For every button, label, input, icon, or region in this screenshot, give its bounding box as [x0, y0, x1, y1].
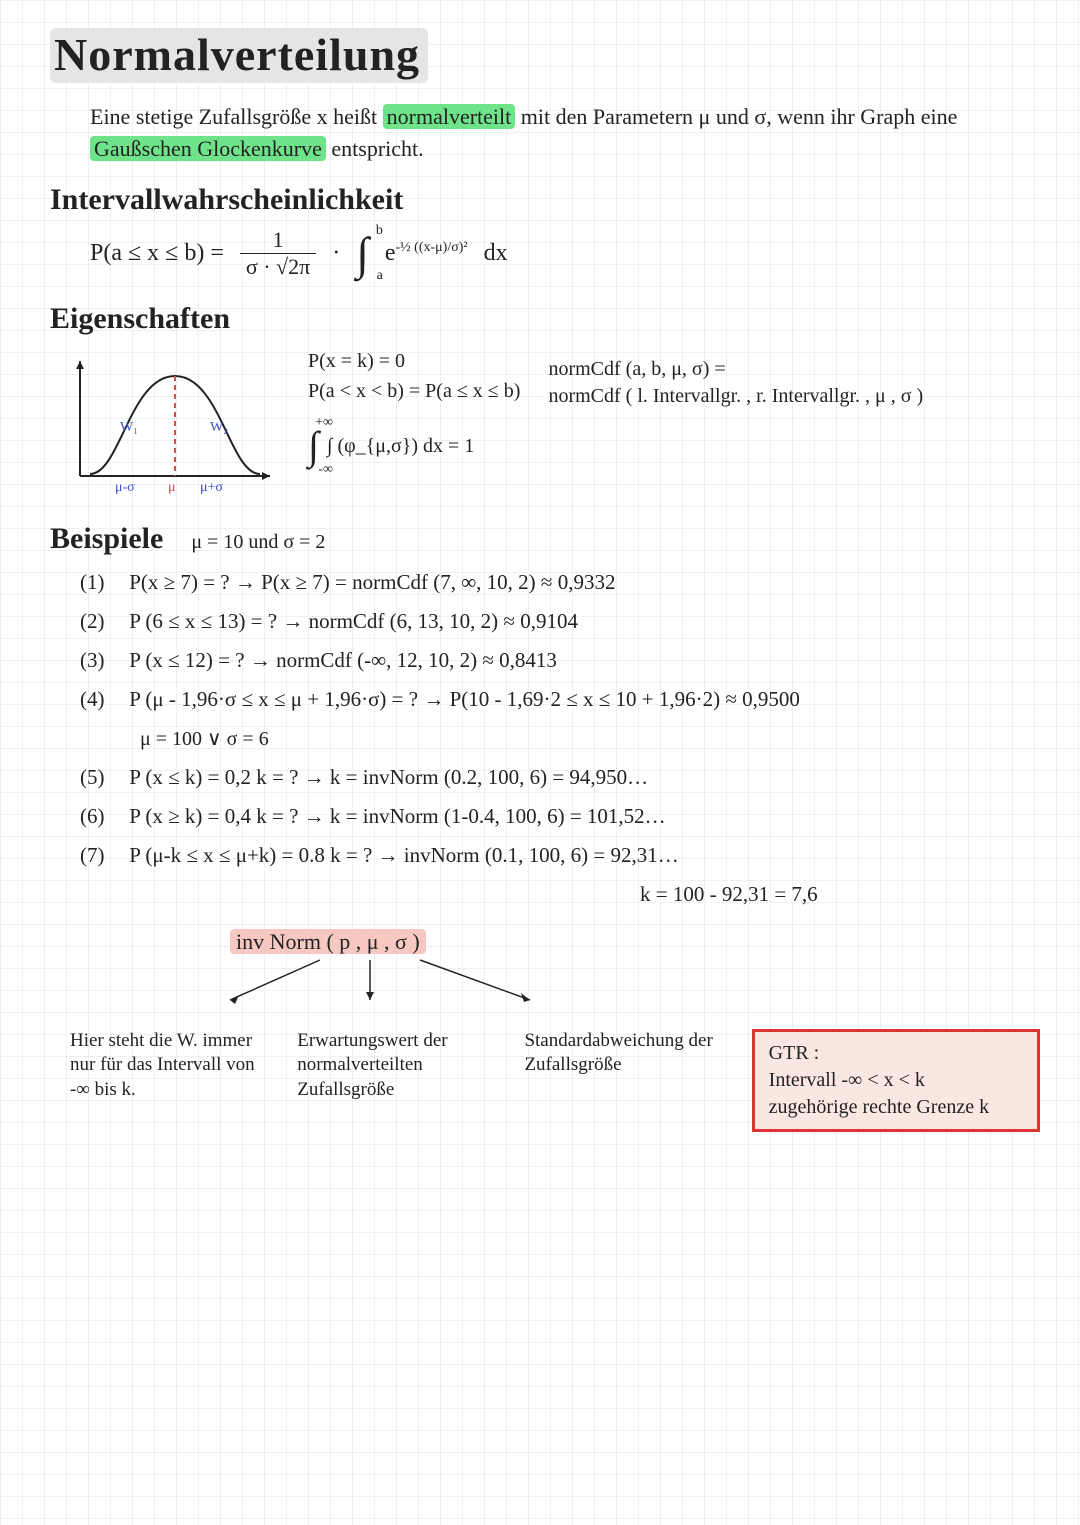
section-heading-examples: Beispiele — [50, 522, 163, 556]
integral-symbol-2: ∫ +∞ -∞ — [308, 416, 319, 476]
example-row: (1) P(x ≥ 7) = ? → P(x ≥ 7) = normCdf (7… — [80, 570, 1040, 595]
examples-block-2: (5) P (x ≤ k) = 0,2 k = ? → k = invNorm … — [80, 765, 1040, 907]
example-text: P (6 ≤ x ≤ 13) = ? → normCdf (6, 13, 10,… — [129, 609, 578, 633]
prop-integral-body: ∫ (φ_{μ,σ}) dx = 1 — [327, 431, 474, 461]
formula-dx: dx — [484, 240, 508, 267]
example-num: (7) — [80, 843, 124, 868]
frac-den: σ · √2π — [240, 254, 316, 280]
example-text: P (x ≥ k) = 0,4 k = ? → k = invNorm (1-0… — [129, 804, 665, 828]
example-text: P (μ - 1,96·σ ≤ x ≤ μ + 1,96·σ) = ? → P(… — [129, 687, 800, 711]
example-row: (4) P (μ - 1,96·σ ≤ x ≤ μ + 1,96·σ) = ? … — [80, 687, 1040, 712]
example-row: (5) P (x ≤ k) = 0,2 k = ? → k = invNorm … — [80, 765, 1040, 790]
frac-num: 1 — [240, 227, 316, 254]
integral-lower: a — [377, 268, 383, 284]
gtr-title: GTR : — [769, 1040, 1023, 1067]
example-text: P (x ≤ k) = 0,2 k = ? → k = invNorm (0.2… — [129, 765, 648, 789]
example-row: (7) P (μ-k ≤ x ≤ μ+k) = 0.8 k = ? → invN… — [80, 843, 1040, 868]
prop-integral: ∫ +∞ -∞ ∫ (φ_{μ,σ}) dx = 1 — [308, 416, 520, 476]
formula-dot: · — [332, 240, 340, 267]
normcdf-line-2: normCdf ( l. Intervallgr. , r. Intervall… — [548, 383, 923, 410]
example-params-2: μ = 100 ∨ σ = 6 — [140, 726, 1040, 751]
label-mu: μ — [168, 480, 176, 495]
bell-curve-sketch: W₁ W₂ μ-σ μ μ+σ — [60, 346, 280, 496]
example-num: (6) — [80, 804, 124, 829]
example-num: (1) — [80, 570, 124, 595]
example-text: k = 100 - 92,31 = 7,6 — [640, 882, 818, 906]
highlight-normalverteilt: normalverteilt — [383, 104, 516, 129]
example-row: (2) P (6 ≤ x ≤ 13) = ? → normCdf (6, 13,… — [80, 609, 1040, 634]
integral-symbol: ∫ b a — [356, 227, 369, 280]
gtr-line-2: zugehörige rechte Grenze k — [769, 1094, 1023, 1121]
label-mu-minus: μ-σ — [115, 480, 135, 495]
page: Normalverteilung Eine stetige Zufallsgrö… — [0, 0, 1080, 1525]
page-title: Normalverteilung — [50, 28, 428, 83]
gtr-line-1: Intervall -∞ < x < k — [769, 1067, 1023, 1094]
example-row-extra: k = 100 - 92,31 = 7,6 — [80, 882, 1040, 907]
examples-block-1: (1) P(x ≥ 7) = ? → P(x ≥ 7) = normCdf (7… — [80, 570, 1040, 712]
example-row: (6) P (x ≥ k) = 0,4 k = ? → k = invNorm … — [80, 804, 1040, 829]
intro-text: entspricht. — [331, 136, 423, 161]
invnorm-explain-row: Hier steht die W. immer nur für das Inte… — [70, 1029, 1040, 1132]
normcdf-line-1: normCdf (a, b, μ, σ) = — [548, 356, 923, 383]
integral-upper: b — [376, 223, 383, 239]
invnorm-explain-mu: Erwartungswert der normalverteilten Zufa… — [297, 1029, 488, 1103]
invnorm-explain-p: Hier steht die W. immer nur für das Inte… — [70, 1029, 261, 1103]
prop-line-2: P(a < x < b) = P(a ≤ x ≤ b) — [308, 376, 520, 406]
intro-text: mit den Parametern μ und σ, wenn ihr Gra… — [521, 104, 958, 129]
label-w2: W₂ — [210, 420, 228, 435]
highlight-glockenkurve: Gaußschen Glockenkurve — [90, 136, 326, 161]
normcdf-note: normCdf (a, b, μ, σ) = normCdf ( l. Inte… — [548, 356, 923, 410]
interval-formula: P(a ≤ x ≤ b) = 1 σ · √2π · ∫ b a e-½ ((x… — [90, 227, 1040, 280]
label-mu-plus: μ+σ — [200, 480, 223, 495]
example-text: P (μ-k ≤ x ≤ μ+k) = 0.8 k = ? → invNorm … — [129, 843, 678, 867]
prop-line-1: P(x = k) = 0 — [308, 346, 520, 376]
example-num: (3) — [80, 648, 124, 673]
integrand: e-½ ((x-μ)/σ)² — [385, 240, 468, 267]
formula-fraction: 1 σ · √2π — [240, 227, 316, 280]
integral-lower-2: -∞ — [318, 459, 333, 480]
gtr-box: GTR : Intervall -∞ < x < k zugehörige re… — [752, 1029, 1040, 1132]
example-num: (2) — [80, 609, 124, 634]
integrand-exp: -½ ((x-μ)/σ)² — [396, 240, 468, 255]
section-heading-props: Eigenschaften — [50, 302, 1040, 336]
props-equations: P(x = k) = 0 P(a < x < b) = P(a ≤ x ≤ b)… — [308, 346, 520, 476]
example-num: (5) — [80, 765, 124, 790]
props-row: W₁ W₂ μ-σ μ μ+σ P(x = k) = 0 P(a < x < b… — [60, 346, 1040, 496]
example-row: (3) P (x ≤ 12) = ? → normCdf (-∞, 12, 10… — [80, 648, 1040, 673]
label-w1: W₁ — [120, 420, 138, 435]
example-text: P(x ≥ 7) = ? → P(x ≥ 7) = normCdf (7, ∞,… — [129, 570, 615, 594]
intro-paragraph: Eine stetige Zufallsgröße x heißt normal… — [90, 101, 1040, 165]
example-text: P (x ≤ 12) = ? → normCdf (-∞, 12, 10, 2)… — [129, 648, 557, 672]
invnorm-explain-sigma: Standardabweichung der Zufallsgröße — [524, 1029, 715, 1078]
invnorm-highlight: inv Norm ( p , μ , σ ) — [230, 929, 426, 954]
example-params-1: μ = 10 und σ = 2 — [191, 531, 325, 554]
intro-text: Eine stetige Zufallsgröße x heißt — [90, 104, 383, 129]
formula-lhs: P(a ≤ x ≤ b) = — [90, 240, 224, 267]
invnorm-formula: inv Norm ( p , μ , σ ) — [230, 929, 1040, 955]
example-num: (4) — [80, 687, 124, 712]
invnorm-arrows — [190, 955, 710, 1010]
integral-upper-2: +∞ — [315, 412, 333, 433]
section-heading-interval: Intervallwahrscheinlichkeit — [50, 183, 1040, 217]
